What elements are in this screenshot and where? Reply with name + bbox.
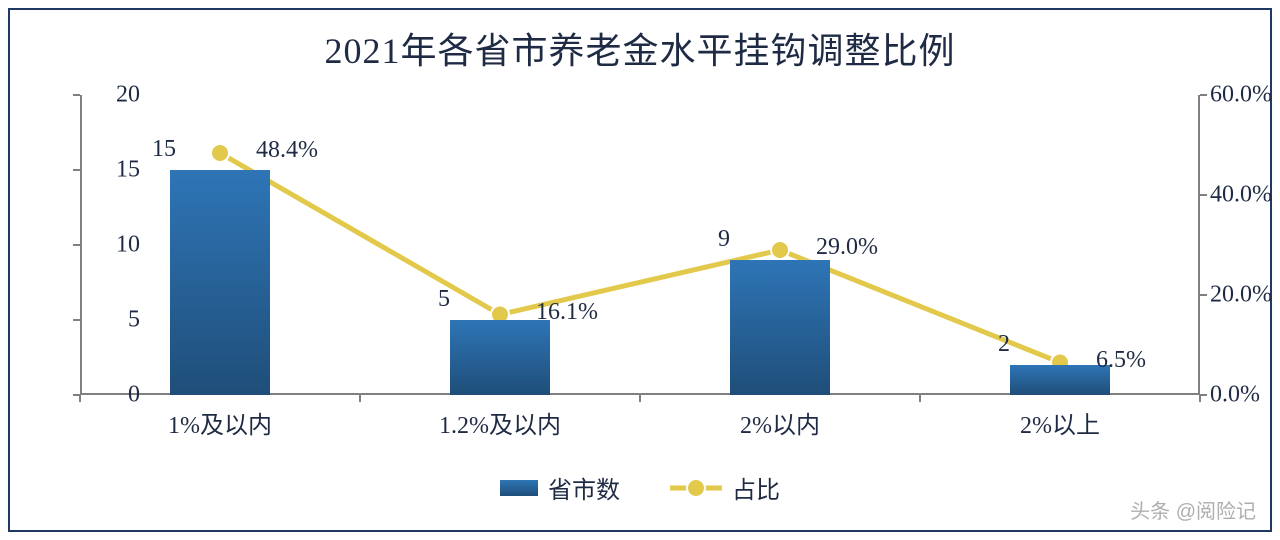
x-tick	[639, 395, 641, 402]
y-right-tick	[1200, 394, 1207, 396]
bar-value-label: 2	[998, 331, 1010, 358]
y-left-tick-label: 0	[80, 382, 140, 409]
y-right-tick	[1200, 294, 1207, 296]
line-value-label: 6.5%	[1096, 347, 1146, 374]
y-right-tick-label: 60.0%	[1210, 82, 1280, 109]
legend-swatch-bar	[500, 480, 538, 496]
plot-area: 051015200.0%20.0%40.0%60.0%1548.4%1%及以内5…	[80, 95, 1200, 395]
x-tick	[919, 395, 921, 402]
y-left-tick	[73, 169, 80, 171]
category-label: 2%以上	[1020, 405, 1100, 440]
y-axis-right	[1198, 95, 1200, 395]
y-left-tick-label: 5	[80, 307, 140, 334]
y-right-tick-label: 20.0%	[1210, 282, 1280, 309]
category-label: 1%及以内	[168, 405, 272, 440]
y-right-tick	[1200, 94, 1207, 96]
y-left-tick-label: 15	[80, 157, 140, 184]
y-left-tick-label: 20	[80, 82, 140, 109]
legend-label-bar: 省市数	[548, 470, 620, 505]
bar-value-label: 15	[152, 136, 176, 163]
line-series	[220, 153, 1060, 363]
bar	[170, 170, 270, 395]
y-left-tick	[73, 319, 80, 321]
line-value-label: 16.1%	[536, 299, 598, 326]
y-left-tick	[73, 244, 80, 246]
x-tick	[79, 395, 81, 402]
y-left-tick-label: 10	[80, 232, 140, 259]
x-tick	[1199, 395, 1201, 402]
watermark: 头条 @阅险记	[1130, 495, 1256, 524]
line-value-label: 48.4%	[256, 137, 318, 164]
y-left-tick	[73, 94, 80, 96]
bar	[450, 320, 550, 395]
bar	[730, 260, 830, 395]
chart-title: 2021年各省市养老金水平挂钩调整比例	[10, 22, 1270, 74]
y-right-tick-label: 0.0%	[1210, 382, 1280, 409]
y-right-tick	[1200, 194, 1207, 196]
bar-value-label: 9	[718, 226, 730, 253]
legend: 省市数 占比	[10, 470, 1270, 505]
legend-item-line: 占比	[670, 470, 780, 505]
bar	[1010, 365, 1110, 395]
y-right-tick-label: 40.0%	[1210, 182, 1280, 209]
legend-item-bar: 省市数	[500, 470, 620, 505]
legend-swatch-line	[670, 480, 722, 496]
chart-frame: 2021年各省市养老金水平挂钩调整比例 051015200.0%20.0%40.…	[8, 8, 1272, 532]
legend-label-line: 占比	[732, 470, 780, 505]
line-marker	[211, 144, 229, 162]
line-marker	[771, 241, 789, 259]
x-tick	[359, 395, 361, 402]
bar-value-label: 5	[438, 286, 450, 313]
line-value-label: 29.0%	[816, 234, 878, 261]
category-label: 2%以内	[740, 405, 820, 440]
category-label: 1.2%及以内	[439, 405, 561, 440]
